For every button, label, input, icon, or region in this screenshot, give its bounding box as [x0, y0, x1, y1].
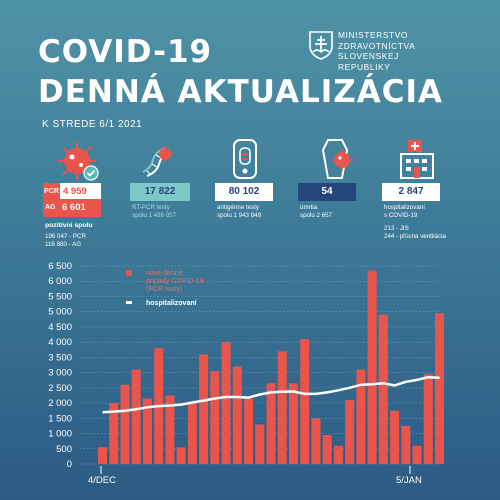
ministry-line1: MINISTERSTVO	[338, 30, 409, 40]
page-title-line1: COVID-19	[38, 34, 213, 70]
pcr-positive-value: 4 959	[63, 186, 87, 197]
bar	[322, 435, 332, 464]
bar	[423, 374, 433, 464]
report-date: K STREDE 6/1 2021	[42, 119, 143, 130]
bar	[109, 403, 119, 464]
y-tick-label: 6 000	[48, 276, 72, 287]
hospital-value: 2 847	[382, 183, 440, 201]
bar	[311, 418, 321, 464]
positive-label: pozitívni spolu	[45, 222, 93, 229]
bar	[154, 348, 164, 464]
ag-positive-badge: AG 6 601	[43, 199, 101, 217]
bar	[244, 398, 254, 464]
bar	[232, 366, 242, 464]
antigen-total: spolu 1 943 849	[217, 212, 262, 219]
bar	[390, 410, 400, 464]
bar	[277, 351, 287, 464]
positive-ag-total: 116 880 - AG	[45, 241, 82, 248]
slovak-crest-icon	[309, 31, 333, 60]
rtpcr-label: RT-PCR testy	[132, 204, 170, 211]
y-tick-label: 6 500	[48, 261, 72, 272]
bar	[367, 270, 377, 464]
deaths-label: úmrtia	[300, 204, 318, 211]
page-title-line2: DENNÁ AKTUALIZÁCIA	[38, 74, 443, 110]
bar	[221, 342, 231, 464]
rtpcr-value: 17 822	[130, 183, 190, 201]
antigen-label: antigénne testy	[217, 204, 259, 211]
y-tick-label: 4 000	[48, 337, 72, 348]
rtpcr-total: spolu 1 488 057	[132, 212, 177, 219]
bar	[199, 354, 209, 464]
dna-icon	[142, 146, 173, 177]
x-start-label: 4/DEC	[88, 475, 116, 486]
bar	[266, 383, 276, 464]
deaths-value: 54	[298, 183, 356, 201]
y-tick-label: 4 500	[48, 322, 72, 333]
y-tick-label: 5 500	[48, 291, 72, 302]
legend-label-hospitalized: hospitalizovaní	[146, 300, 198, 307]
deaths-total: spolu 2 657	[300, 212, 332, 219]
y-tick-label: 1 500	[48, 413, 72, 424]
hospitalized-line	[102, 375, 440, 414]
positive-pcr-total: 196 047 - PCR	[45, 233, 86, 240]
bar	[165, 395, 175, 464]
y-tick-label: 3 000	[48, 368, 72, 379]
bar	[187, 403, 197, 464]
bar	[255, 424, 265, 464]
y-tick-label: 3 500	[48, 352, 72, 363]
ag-positive-value: 6 601	[62, 202, 86, 213]
antigen-value: 80 102	[215, 183, 273, 201]
bar	[300, 339, 310, 464]
y-tick-label: 2 000	[48, 398, 72, 409]
bar	[142, 398, 152, 464]
bar	[356, 369, 366, 464]
test-kit-icon	[233, 139, 257, 179]
ministry-line3: SLOVENSKEJ REPUBLIKY	[338, 51, 399, 72]
bar	[120, 384, 130, 464]
y-tick-label: 500	[56, 444, 72, 455]
pcr-positive-badge: PCR 4 959	[43, 183, 101, 201]
hospital-label: hospitalizovaní	[384, 204, 425, 211]
bar	[176, 447, 186, 464]
bar	[210, 371, 220, 464]
ag-label: AG	[45, 204, 56, 211]
hospital-jis: 213 - JIS	[384, 225, 409, 232]
bar	[378, 314, 388, 464]
coffin-icon	[321, 139, 353, 179]
bar	[412, 445, 422, 464]
legend-label-cases: nové denné prípady COVID-19 (PCR testy)	[146, 270, 204, 293]
y-tick-label: 0	[67, 459, 72, 470]
bar	[401, 425, 411, 464]
x-end-label: 5/JAN	[396, 475, 422, 486]
legend-swatch-hospitalized	[126, 301, 132, 304]
hospital-sublabel: s COVID-19	[384, 212, 418, 219]
bar	[131, 369, 141, 464]
y-tick-label: 2 500	[48, 383, 72, 394]
bar	[345, 400, 355, 464]
y-tick-label: 1 000	[48, 429, 72, 440]
y-tick-label: 5 000	[48, 307, 72, 318]
bar	[288, 383, 298, 464]
ministry-line2: ZDRAVOTNÍCTVA	[338, 40, 416, 51]
bar	[98, 447, 107, 464]
bar	[333, 445, 343, 464]
virus-icon	[58, 142, 99, 181]
hospital-icon	[400, 140, 434, 179]
legend-swatch-cases	[126, 270, 132, 276]
hospital-ventilation: 244 - pľúcna ventilácia	[384, 233, 446, 240]
pcr-label: PCR	[43, 183, 60, 201]
bar	[435, 313, 444, 464]
